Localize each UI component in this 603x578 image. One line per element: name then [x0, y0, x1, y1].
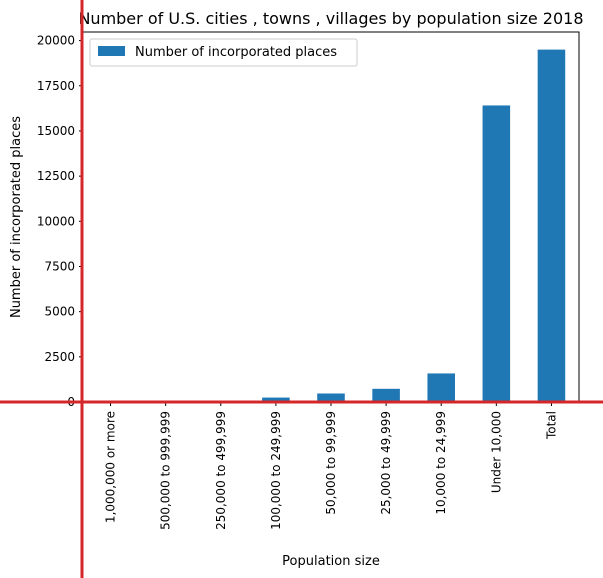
- x-tick-label-8: Total: [544, 411, 558, 440]
- bar-7: [482, 105, 511, 402]
- y-tick-label-3: 7500: [44, 259, 75, 273]
- x-tick-label-2: 250,000 to 499,999: [214, 411, 228, 530]
- legend-label: Number of incorporated places: [135, 45, 337, 60]
- legend-box: [89, 38, 358, 67]
- legend-swatch: [98, 46, 125, 56]
- y-tick-label-5: 12500: [37, 169, 75, 183]
- y-tick-label-8: 20000: [37, 34, 75, 48]
- bar-8: [537, 49, 566, 402]
- x-axis-label: Population size: [282, 554, 380, 569]
- x-tick-label-6: 10,000 to 24,999: [434, 411, 448, 515]
- bar-3: [262, 397, 290, 402]
- y-tick-label-6: 15000: [37, 124, 75, 138]
- x-tick-label-5: 25,000 to 49,999: [379, 411, 393, 515]
- bar-5: [372, 388, 400, 402]
- x-tick-label-7: Under 10,000: [489, 411, 503, 493]
- chart-title: Number of U.S. cities , towns , villages…: [78, 9, 583, 28]
- y-tick-label-7: 17500: [37, 79, 75, 93]
- y-axis: 02500500075001000012500150001750020000: [37, 34, 83, 409]
- y-axis-label: Number of incorporated places: [9, 116, 24, 318]
- bar-4: [317, 393, 345, 402]
- x-axis: 1,000,000 or more 500,000 to 999,999 250,0…: [104, 402, 558, 530]
- legend: Number of incorporated places: [89, 38, 358, 67]
- x-tick-label-4: 50,000 to 99,999: [324, 411, 338, 515]
- y-tick-label-1: 2500: [44, 350, 75, 364]
- y-tick-label-2: 5000: [44, 305, 75, 319]
- x-tick-label-0: 1,000,000 or more: [104, 411, 118, 523]
- y-tick-label-4: 10000: [37, 214, 75, 228]
- x-tick-label-3: 100,000 to 249,999: [269, 411, 283, 530]
- x-tick-label-1: 500,000 to 999,999: [159, 411, 173, 530]
- bar-6: [427, 373, 455, 402]
- bars-group: [96, 49, 566, 402]
